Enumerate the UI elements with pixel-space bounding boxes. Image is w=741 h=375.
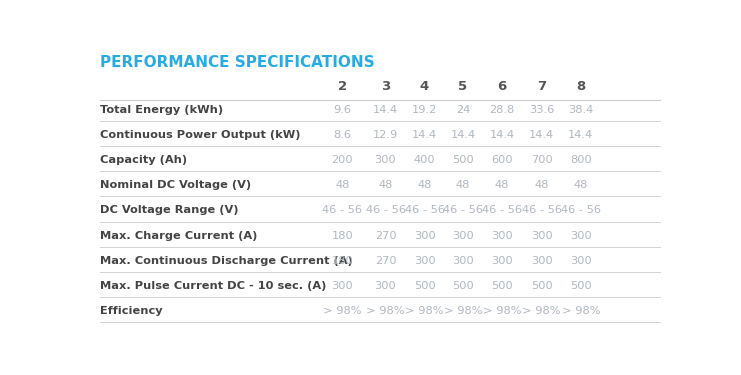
Text: 500: 500 (452, 281, 474, 291)
Text: 300: 300 (413, 231, 436, 241)
Text: 500: 500 (491, 281, 513, 291)
Text: 200: 200 (332, 155, 353, 165)
Text: Max. Pulse Current DC - 10 sec. (A): Max. Pulse Current DC - 10 sec. (A) (99, 281, 326, 291)
Text: 300: 300 (452, 231, 474, 241)
Text: 28.8: 28.8 (490, 105, 515, 115)
Text: 300: 300 (570, 231, 591, 241)
Text: 4: 4 (420, 80, 429, 93)
Text: 48: 48 (456, 180, 471, 190)
Text: 24: 24 (456, 105, 470, 115)
Text: 9.6: 9.6 (333, 105, 351, 115)
Text: Max. Charge Current (A): Max. Charge Current (A) (99, 231, 257, 241)
Text: 14.4: 14.4 (529, 130, 554, 140)
Text: 14.4: 14.4 (568, 130, 594, 140)
Text: 46 - 56: 46 - 56 (405, 206, 445, 216)
Text: 12.9: 12.9 (373, 130, 398, 140)
Text: 500: 500 (413, 281, 436, 291)
Text: 400: 400 (413, 155, 436, 165)
Text: 300: 300 (531, 231, 553, 241)
Text: 46 - 56: 46 - 56 (482, 206, 522, 216)
Text: > 98%: > 98% (444, 306, 482, 316)
Text: 48: 48 (417, 180, 432, 190)
Text: DC Voltage Range (V): DC Voltage Range (V) (99, 206, 238, 216)
Text: 300: 300 (452, 256, 474, 266)
Text: 14.4: 14.4 (451, 130, 476, 140)
Text: Max. Continuous Discharge Current (A): Max. Continuous Discharge Current (A) (99, 256, 352, 266)
Text: 300: 300 (491, 231, 513, 241)
Text: 300: 300 (531, 256, 553, 266)
Text: > 98%: > 98% (522, 306, 561, 316)
Text: 8: 8 (576, 80, 585, 93)
Text: 38.4: 38.4 (568, 105, 594, 115)
Text: > 98%: > 98% (483, 306, 522, 316)
Text: > 98%: > 98% (323, 306, 362, 316)
Text: 300: 300 (413, 256, 436, 266)
Text: 300: 300 (375, 155, 396, 165)
Text: 270: 270 (375, 256, 396, 266)
Text: 700: 700 (531, 155, 553, 165)
Text: 500: 500 (452, 155, 474, 165)
Text: 33.6: 33.6 (529, 105, 554, 115)
Text: 600: 600 (491, 155, 513, 165)
Text: 14.4: 14.4 (490, 130, 515, 140)
Text: 46 - 56: 46 - 56 (322, 206, 362, 216)
Text: 48: 48 (574, 180, 588, 190)
Text: 180: 180 (331, 256, 353, 266)
Text: 5: 5 (459, 80, 468, 93)
Text: 48: 48 (379, 180, 393, 190)
Text: > 98%: > 98% (562, 306, 600, 316)
Text: 46 - 56: 46 - 56 (561, 206, 601, 216)
Text: Nominal DC Voltage (V): Nominal DC Voltage (V) (99, 180, 250, 190)
Text: 46 - 56: 46 - 56 (522, 206, 562, 216)
Text: 7: 7 (537, 80, 546, 93)
Text: Capacity (Ah): Capacity (Ah) (99, 155, 187, 165)
Text: 800: 800 (570, 155, 591, 165)
Text: PERFORMANCE SPECIFICATIONS: PERFORMANCE SPECIFICATIONS (99, 55, 374, 70)
Text: 6: 6 (497, 80, 507, 93)
Text: 8.6: 8.6 (333, 130, 351, 140)
Text: 300: 300 (331, 281, 353, 291)
Text: Efficiency: Efficiency (99, 306, 162, 316)
Text: 19.2: 19.2 (412, 105, 437, 115)
Text: 2: 2 (338, 80, 347, 93)
Text: 500: 500 (531, 281, 553, 291)
Text: 46 - 56: 46 - 56 (443, 206, 483, 216)
Text: 14.4: 14.4 (373, 105, 398, 115)
Text: Continuous Power Output (kW): Continuous Power Output (kW) (99, 130, 300, 140)
Text: 270: 270 (375, 231, 396, 241)
Text: 500: 500 (570, 281, 591, 291)
Text: 3: 3 (381, 80, 390, 93)
Text: 300: 300 (375, 281, 396, 291)
Text: 300: 300 (570, 256, 591, 266)
Text: 180: 180 (331, 231, 353, 241)
Text: 48: 48 (495, 180, 509, 190)
Text: 46 - 56: 46 - 56 (365, 206, 405, 216)
Text: > 98%: > 98% (405, 306, 444, 316)
Text: 300: 300 (491, 256, 513, 266)
Text: 14.4: 14.4 (412, 130, 437, 140)
Text: Total Energy (kWh): Total Energy (kWh) (99, 105, 222, 115)
Text: 48: 48 (534, 180, 549, 190)
Text: > 98%: > 98% (366, 306, 405, 316)
Text: 48: 48 (335, 180, 350, 190)
